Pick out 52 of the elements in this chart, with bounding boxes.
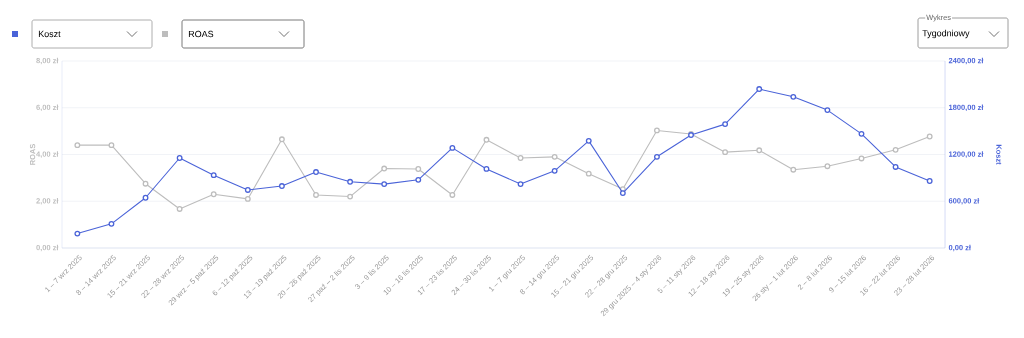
point	[653, 127, 660, 134]
point	[415, 176, 422, 183]
point	[176, 206, 183, 212]
point	[244, 195, 251, 202]
point	[892, 164, 899, 170]
point	[926, 133, 933, 140]
text: Tygodniowy	[922, 29, 970, 39]
point	[517, 181, 524, 188]
point	[74, 142, 81, 149]
point	[210, 172, 217, 179]
point	[585, 170, 592, 177]
point	[108, 142, 115, 149]
point	[892, 146, 899, 153]
point	[619, 190, 626, 197]
legend-label: Koszt	[38, 30, 61, 38]
point	[108, 220, 115, 227]
point	[313, 192, 319, 198]
point	[551, 167, 558, 174]
point	[415, 166, 422, 172]
point	[449, 144, 456, 151]
point	[653, 153, 660, 160]
point	[347, 193, 354, 200]
point	[381, 165, 388, 172]
point	[722, 149, 729, 156]
point	[551, 153, 558, 160]
point	[347, 178, 354, 185]
point	[176, 155, 183, 161]
point	[517, 155, 524, 161]
point	[483, 165, 490, 172]
point	[313, 169, 319, 175]
point	[756, 86, 763, 92]
point	[722, 121, 729, 128]
point	[858, 130, 865, 137]
point	[926, 178, 933, 184]
point	[790, 93, 797, 100]
point	[858, 155, 865, 162]
point	[278, 183, 285, 189]
point	[381, 181, 388, 188]
point	[449, 192, 456, 198]
point	[278, 136, 285, 143]
point	[756, 147, 763, 154]
point	[824, 107, 831, 114]
point	[74, 230, 81, 237]
point	[483, 136, 490, 143]
point	[142, 180, 149, 187]
legend-label: ROAS	[188, 30, 214, 38]
point	[210, 191, 217, 198]
point	[142, 194, 149, 201]
point	[585, 137, 592, 144]
point	[244, 187, 251, 193]
point	[790, 166, 797, 173]
point	[824, 163, 831, 170]
